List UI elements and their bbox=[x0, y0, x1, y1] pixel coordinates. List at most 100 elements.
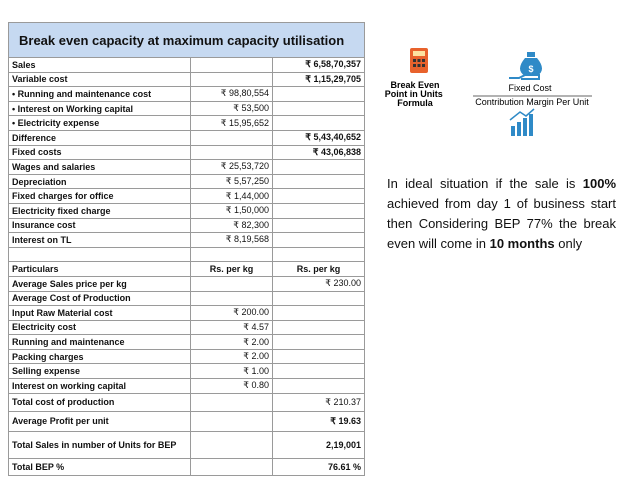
table-cell: Particulars bbox=[8, 261, 191, 277]
table-cell: ₹ 210.37 bbox=[272, 392, 365, 412]
table-cell: Selling expense bbox=[8, 363, 191, 380]
table-cell: Input Raw Material cost bbox=[8, 305, 191, 321]
table-cell: ₹ 15,95,652 bbox=[190, 115, 273, 131]
table-cell: Electricity cost bbox=[8, 319, 191, 336]
table-cell bbox=[272, 334, 365, 350]
table-cell bbox=[190, 290, 273, 307]
table-cell: Total BEP % bbox=[8, 457, 191, 476]
table-row: • Electricity expense ₹ 15,95,652 bbox=[8, 115, 365, 131]
table-cell bbox=[272, 246, 365, 263]
table-cell bbox=[190, 71, 273, 88]
table-row: Input Raw Material cost ₹ 200.00 bbox=[8, 305, 365, 321]
table-row: Wages and salaries ₹ 25,53,720 bbox=[8, 159, 365, 175]
table-row: Electricity fixed charge ₹ 1,50,000 bbox=[8, 202, 365, 219]
paragraph-text: achieved from day 1 of business start th… bbox=[387, 196, 616, 251]
table-cell: Average Profit per unit bbox=[8, 410, 191, 432]
table-row: Electricity cost ₹ 4.57 bbox=[8, 319, 365, 336]
table-row: Particulars Rs. per kg Rs. per kg bbox=[8, 261, 365, 277]
table-cell: ₹ 5,43,40,652 bbox=[272, 129, 365, 146]
table-title: Break even capacity at maximum capacity … bbox=[8, 22, 365, 58]
table-cell: Insurance cost bbox=[8, 217, 191, 234]
table-cell bbox=[8, 246, 191, 263]
table-cell bbox=[190, 430, 273, 459]
table-cell: ₹ 0.80 bbox=[190, 378, 273, 394]
table-cell bbox=[272, 363, 365, 380]
table-cell: Total Sales in number of Units for BEP bbox=[8, 430, 191, 459]
table-cell bbox=[190, 457, 273, 476]
table-cell: • Interest on Working capital bbox=[8, 100, 191, 117]
table-cell bbox=[272, 232, 365, 248]
table-cell: ₹ 53,500 bbox=[190, 100, 273, 117]
table-cell: ₹ 2.00 bbox=[190, 334, 273, 350]
table-cell: ₹ 19.63 bbox=[272, 410, 365, 432]
table-cell: ₹ 25,53,720 bbox=[190, 159, 273, 175]
table-cell: Difference bbox=[8, 129, 191, 146]
table-cell bbox=[272, 188, 365, 204]
table-row: Difference ₹ 5,43,40,652 bbox=[8, 129, 365, 146]
table-cell bbox=[272, 159, 365, 175]
table-row: Sales ₹ 6,58,70,357 bbox=[8, 57, 365, 73]
table-cell bbox=[190, 275, 273, 292]
table-cell: ₹ 6,58,70,357 bbox=[272, 57, 365, 73]
table-cell bbox=[272, 378, 365, 394]
table-row: Total BEP % 76.61 % bbox=[8, 457, 365, 476]
table-cell bbox=[272, 348, 365, 365]
table-row: • Interest on Working capital ₹ 53,500 bbox=[8, 100, 365, 117]
table-cell bbox=[190, 129, 273, 146]
table-cell bbox=[272, 115, 365, 131]
table-cell: 2,19,001 bbox=[272, 430, 365, 459]
table-cell: Interest on working capital bbox=[8, 378, 191, 394]
table-row: Interest on working capital ₹ 0.80 bbox=[8, 378, 365, 394]
chart-icon bbox=[509, 108, 535, 136]
formula-numerator: Fixed Cost bbox=[508, 83, 552, 93]
table-row: Depreciation ₹ 5,57,250 bbox=[8, 173, 365, 190]
table-cell: Wages and salaries bbox=[8, 159, 191, 175]
paragraph-text: In ideal situation if the sale is bbox=[387, 176, 583, 191]
table-cell bbox=[272, 202, 365, 219]
table-cell: ₹ 82,300 bbox=[190, 217, 273, 234]
table-cell bbox=[272, 290, 365, 307]
table-row: Insurance cost ₹ 82,300 bbox=[8, 217, 365, 234]
paragraph-text: 100% bbox=[582, 176, 616, 191]
table-row bbox=[8, 246, 365, 263]
table-cell bbox=[272, 86, 365, 102]
title-row: Break even capacity at maximum capacity … bbox=[8, 22, 365, 58]
table-cell: ₹ 2.00 bbox=[190, 348, 273, 365]
table-cell: Rs. per kg bbox=[190, 261, 273, 277]
table-cell: Packing charges bbox=[8, 348, 191, 365]
formula-left: Break Even Point in Units Formula bbox=[385, 80, 445, 108]
table-cell: Average Sales price per kg bbox=[8, 275, 191, 292]
table-cell: ₹ 8,19,568 bbox=[190, 232, 273, 248]
table-cell: ₹ 1,15,29,705 bbox=[272, 71, 365, 88]
table-cell: ₹ 98,80,554 bbox=[190, 86, 273, 102]
table-row: Average Cost of Production bbox=[8, 290, 365, 307]
formula-denominator: Contribution Margin Per Unit bbox=[475, 97, 589, 107]
table-cell bbox=[190, 144, 273, 161]
formula-graphic: $ Break Even Point in Units Formula Fixed… bbox=[385, 48, 592, 136]
table-cell: ₹ 43,06,838 bbox=[272, 144, 365, 161]
table-cell: ₹ 230.00 bbox=[272, 275, 365, 292]
table-row: Selling expense ₹ 1.00 bbox=[8, 363, 365, 380]
calculator-icon bbox=[410, 48, 428, 73]
table-cell bbox=[190, 57, 273, 73]
data-table: Break even capacity at maximum capacity … bbox=[8, 22, 365, 476]
table-cell bbox=[190, 410, 273, 432]
table-cell: Interest on TL bbox=[8, 232, 191, 248]
paragraph: In ideal situation if the sale is 100% a… bbox=[387, 174, 616, 254]
table-row: Packing charges ₹ 2.00 bbox=[8, 348, 365, 365]
table-cell bbox=[272, 173, 365, 190]
table-cell: ₹ 200.00 bbox=[190, 305, 273, 321]
table-cell: Running and maintenance bbox=[8, 334, 191, 350]
table-cell bbox=[190, 246, 273, 263]
svg-text:$: $ bbox=[528, 64, 533, 74]
paragraph-text: 10 months bbox=[489, 236, 555, 251]
table-cell bbox=[272, 319, 365, 336]
table-row: Fixed costs ₹ 43,06,838 bbox=[8, 144, 365, 161]
table-cell: Sales bbox=[8, 57, 191, 73]
table-row: Total cost of production ₹ 210.37 bbox=[8, 392, 365, 412]
table-row: Variable cost ₹ 1,15,29,705 bbox=[8, 71, 365, 88]
table-cell: ₹ 1.00 bbox=[190, 363, 273, 380]
table-cell: Total cost of production bbox=[8, 392, 191, 412]
table-cell: 76.61 % bbox=[272, 457, 365, 476]
